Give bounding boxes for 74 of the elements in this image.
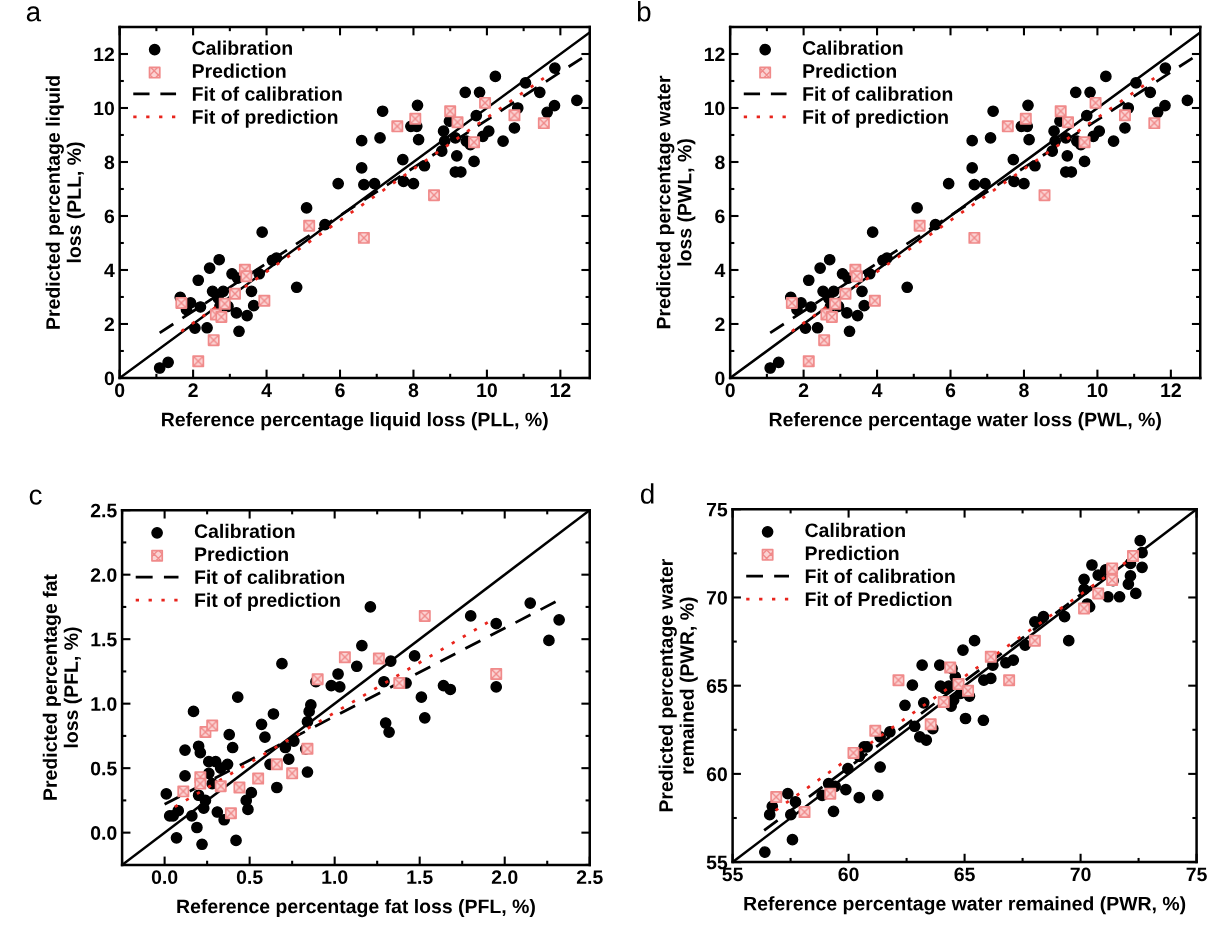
x-tick-label: 1.5	[407, 870, 433, 885]
x-tick-label: 8	[408, 383, 419, 398]
x-axis-title: Reference percentage liquid loss (PLL, %)	[162, 412, 548, 431]
y-axis-title: Predicted percentage water remained (PWR, %)	[658, 558, 698, 812]
x-tick-label: 75	[1186, 867, 1207, 882]
x-tick-label: 12	[1161, 383, 1181, 397]
text: b	[637, 1, 651, 22]
y-tick-label: 0.0	[90, 826, 117, 840]
y-tick-label: 0	[104, 371, 114, 386]
legend-label: Prediction	[192, 63, 286, 78]
legend-label: Calibration	[194, 523, 295, 539]
legend-label: Fit of prediction	[192, 109, 338, 128]
x-tick-label: 70	[1070, 867, 1091, 882]
legend-label: Fit of calibration	[192, 86, 342, 101]
y-tick-label: 4	[104, 263, 115, 278]
legend-label: Calibration	[805, 522, 905, 538]
y-tick-label: 70	[706, 590, 727, 605]
y-tick-label: 2.5	[90, 503, 117, 518]
x-tick-label: 10	[1087, 383, 1108, 398]
x-tick-label: 2.0	[491, 870, 518, 885]
x-tick-label: 60	[838, 867, 859, 882]
text: d	[640, 483, 654, 504]
legend-label: Fit of prediction	[195, 592, 340, 611]
y-tick-label: 10	[704, 101, 725, 116]
x-tick-label: 4	[261, 383, 272, 397]
x-tick-label: 0.0	[151, 870, 178, 885]
legend-label: Fit of calibration	[195, 569, 345, 585]
legend-label: Fit of Prediction	[805, 591, 952, 607]
legend-label: Fit of calibration	[805, 568, 955, 584]
y-tick-label: 60	[706, 767, 727, 782]
x-axis-title: Reference percentage water loss (PWL, %)	[769, 412, 1161, 431]
y-tick-label: 2.0	[90, 568, 117, 582]
x-tick-label: 12	[550, 383, 571, 397]
legend-label: Prediction	[195, 546, 288, 562]
y-tick-label: 12	[94, 47, 115, 62]
x-axis-title: Reference percentage water remained (PWR, %)	[744, 896, 1186, 915]
x-tick-label: 4	[871, 383, 883, 397]
x-tick-label: 2	[798, 383, 809, 397]
legend-label: Fit of prediction	[803, 109, 948, 128]
y-tick-label: 10	[94, 101, 114, 116]
x-tick-label: 2.5	[576, 870, 603, 885]
y-axis-title: Predicted percentage water loss (PWL, %)	[656, 75, 696, 329]
x-tick-label: 65	[954, 867, 975, 882]
y-tick-label: 1.5	[91, 632, 117, 647]
x-tick-label: 6	[945, 383, 956, 398]
y-tick-label: 2	[104, 317, 115, 332]
y-tick-label: 6	[715, 209, 725, 224]
x-tick-label: 6	[335, 383, 345, 398]
y-tick-label: 6	[104, 209, 115, 224]
x-tick-label: 0.5	[236, 870, 263, 885]
y-tick-label: 2	[715, 317, 725, 332]
legend-label: Prediction	[805, 545, 899, 561]
x-tick-label: 8	[1019, 383, 1029, 398]
legend-label: Fit of calibration	[803, 86, 953, 101]
y-tick-label: 0.5	[90, 761, 117, 776]
y-tick-label: 4	[714, 263, 726, 278]
x-tick-label: 1.0	[322, 870, 348, 885]
text: c	[29, 489, 42, 505]
y-tick-label: 8	[104, 155, 115, 170]
y-tick-label: 8	[715, 155, 725, 170]
y-axis-title: Predicted percentage fat loss (PFL, %)	[42, 574, 82, 800]
y-tick-label: 75	[706, 502, 728, 517]
y-axis-title: Predicted percentage liquid loss (PLL, %)	[45, 76, 85, 329]
x-axis-title: Reference percentage fat loss (PFL, %)	[177, 899, 535, 918]
y-tick-label: 65	[706, 679, 728, 693]
y-tick-label: 1.0	[91, 697, 117, 711]
legend-label: Prediction	[803, 63, 896, 78]
x-tick-label: 10	[477, 383, 497, 398]
legend-label: Calibration	[802, 40, 903, 55]
y-tick-label: 12	[704, 47, 725, 62]
y-tick-label: 0	[715, 371, 725, 386]
text: a	[26, 6, 42, 22]
x-tick-label: 2	[188, 383, 198, 397]
legend-label: Calibration	[192, 40, 292, 55]
